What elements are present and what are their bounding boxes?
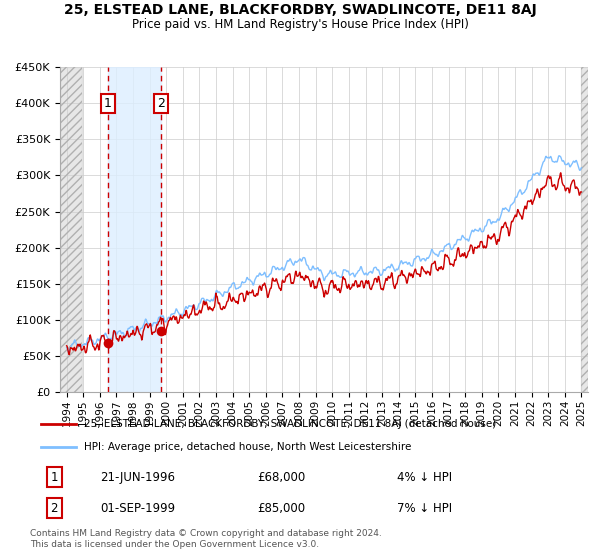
Text: 25, ELSTEAD LANE, BLACKFORDBY, SWADLINCOTE, DE11 8AJ (detached house): 25, ELSTEAD LANE, BLACKFORDBY, SWADLINCO… <box>84 419 496 429</box>
Text: HPI: Average price, detached house, North West Leicestershire: HPI: Average price, detached house, Nort… <box>84 442 412 452</box>
Bar <box>581 67 588 392</box>
Text: Price paid vs. HM Land Registry's House Price Index (HPI): Price paid vs. HM Land Registry's House … <box>131 18 469 31</box>
Text: 01-SEP-1999: 01-SEP-1999 <box>100 502 175 515</box>
Bar <box>581 67 588 392</box>
Text: £68,000: £68,000 <box>257 471 305 484</box>
Text: 1: 1 <box>104 97 112 110</box>
Text: 2: 2 <box>157 97 165 110</box>
Bar <box>60 67 82 392</box>
Text: 1: 1 <box>50 471 58 484</box>
Text: Contains HM Land Registry data © Crown copyright and database right 2024.
This d: Contains HM Land Registry data © Crown c… <box>30 529 382 549</box>
Text: 25, ELSTEAD LANE, BLACKFORDBY, SWADLINCOTE, DE11 8AJ: 25, ELSTEAD LANE, BLACKFORDBY, SWADLINCO… <box>64 3 536 17</box>
Text: 21-JUN-1996: 21-JUN-1996 <box>100 471 175 484</box>
Text: 4% ↓ HPI: 4% ↓ HPI <box>397 471 452 484</box>
Text: 2: 2 <box>50 502 58 515</box>
Text: 7% ↓ HPI: 7% ↓ HPI <box>397 502 452 515</box>
Bar <box>60 67 82 392</box>
Bar <box>107 67 161 392</box>
Text: £85,000: £85,000 <box>257 502 305 515</box>
